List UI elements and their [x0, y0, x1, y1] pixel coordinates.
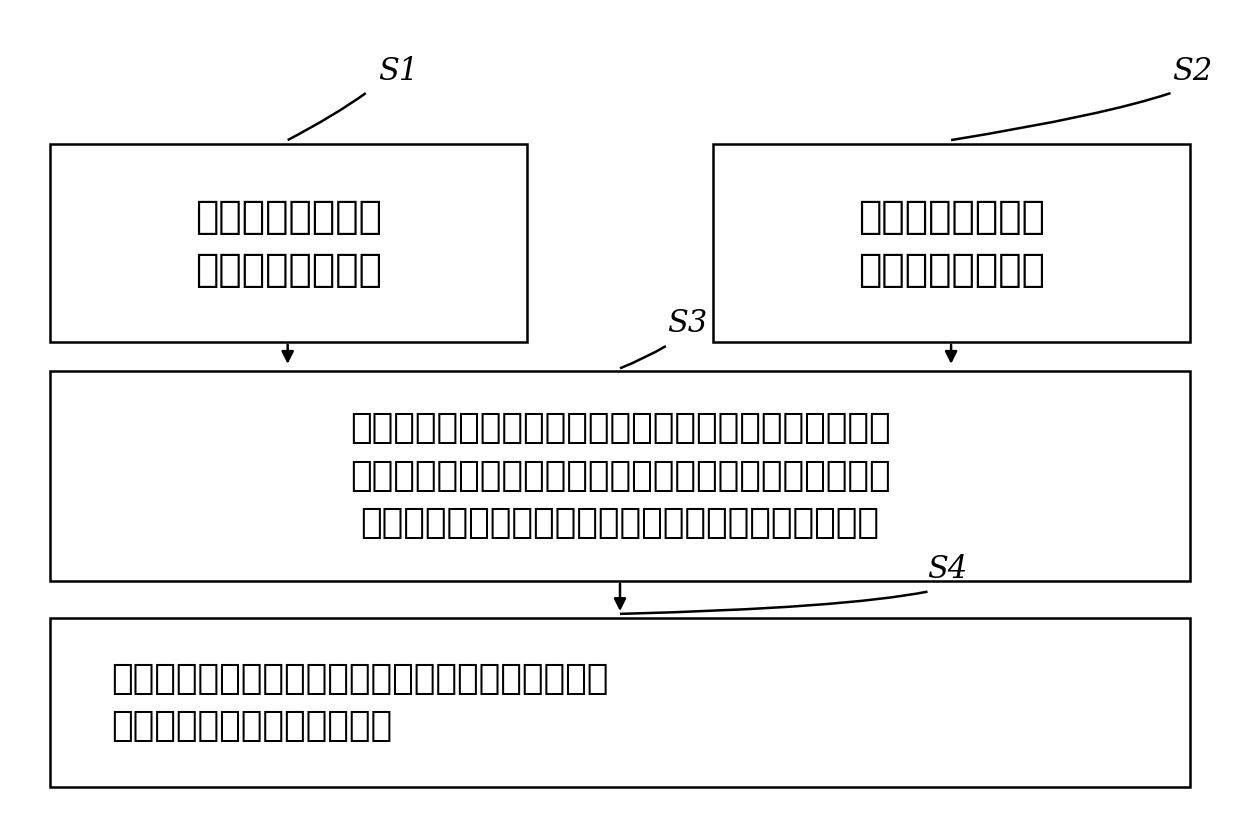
- Text: S2: S2: [1172, 55, 1211, 87]
- Text: 通过所述第二传感
器组检测顶煤数据: 通过所述第二传感 器组检测顶煤数据: [858, 198, 1045, 288]
- Bar: [50, 144, 527, 342]
- Bar: [713, 144, 1190, 342]
- Text: 将所述支架数据和所述顶煤数据发送到所述监控主机，所
述监控主机根据所述支架数据和所述顶煤数据确定放煤参
数，根据所述放煤参数向所述支架控制器发送控制指令: 将所述支架数据和所述顶煤数据发送到所述监控主机，所 述监控主机根据所述支架数据和…: [350, 411, 890, 541]
- Text: S1: S1: [378, 55, 418, 87]
- Text: S3: S3: [667, 308, 707, 339]
- Bar: [50, 618, 1190, 787]
- Bar: [50, 371, 1190, 581]
- Text: 通过所述支架控制器根据所述控制指令控制所述放顶
煤支架动作，完成自动化放煤: 通过所述支架控制器根据所述控制指令控制所述放顶 煤支架动作，完成自动化放煤: [112, 662, 609, 743]
- Text: S4: S4: [928, 554, 967, 585]
- Text: 通过所述第一传感
器组检测支架数据: 通过所述第一传感 器组检测支架数据: [195, 198, 382, 288]
